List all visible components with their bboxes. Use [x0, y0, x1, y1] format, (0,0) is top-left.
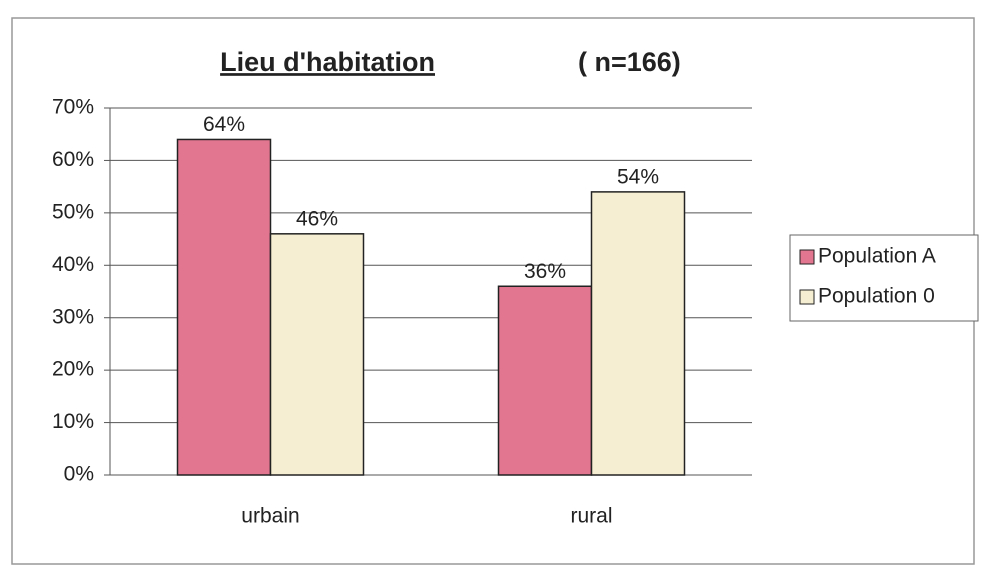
y-tick-label: 30% — [52, 305, 94, 328]
y-tick-label: 10% — [52, 410, 94, 433]
x-tick-label: rural — [570, 505, 612, 528]
x-tick-label: urbain — [241, 505, 299, 528]
data-label: 64% — [203, 113, 245, 136]
legend-label: Population A — [818, 245, 936, 268]
bar — [269, 233, 365, 476]
bar — [497, 285, 593, 476]
data-label: 36% — [524, 260, 566, 283]
y-tick-label: 40% — [52, 253, 94, 276]
y-tick-label: 60% — [52, 148, 94, 171]
y-tick-label: 50% — [52, 200, 94, 223]
legend-swatch — [799, 289, 815, 305]
legend-swatch — [799, 249, 815, 265]
legend-label: Population 0 — [818, 285, 935, 308]
bar — [590, 191, 686, 476]
y-tick-label: 20% — [52, 358, 94, 381]
y-tick-label: 0% — [64, 463, 94, 486]
legend-box — [789, 234, 979, 322]
chart-title: Lieu d'habitation — [220, 47, 435, 77]
chart-subtitle: ( n=166) — [578, 47, 681, 77]
data-label: 46% — [296, 207, 338, 230]
data-label: 54% — [617, 165, 659, 188]
y-tick-label: 70% — [52, 96, 94, 119]
bar — [176, 138, 272, 476]
